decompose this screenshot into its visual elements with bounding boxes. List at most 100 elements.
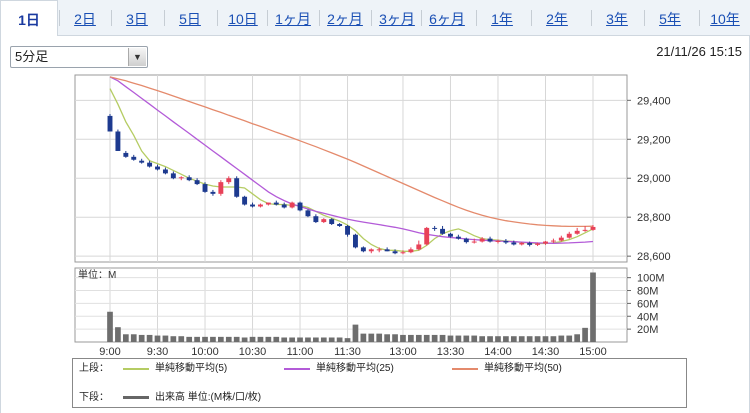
volume-tick-label: 40M (637, 311, 658, 323)
volume-bar (297, 337, 303, 342)
candle-body (582, 229, 588, 231)
volume-bar (542, 336, 549, 342)
volume-bar (384, 334, 390, 342)
volume-bar (415, 334, 422, 342)
legend-swatch-sma5 (123, 368, 149, 370)
tab-separator (476, 10, 477, 26)
legend-lower-title: 下段： (79, 392, 109, 403)
tab-1[interactable]: 2日 (74, 11, 96, 27)
volume-bar (138, 334, 145, 342)
candle-body (392, 251, 398, 254)
tab-separator (164, 10, 165, 26)
candle-body (313, 216, 319, 223)
candle-body (155, 166, 160, 170)
volume-bar (447, 335, 454, 342)
sma-line-1 (109, 76, 594, 244)
volume-bar (360, 333, 367, 342)
candle-body (115, 131, 121, 151)
candle-body (234, 178, 240, 197)
candle-body (131, 156, 137, 160)
volume-bar (558, 335, 565, 342)
legend-swatch-sma25 (284, 368, 310, 370)
tab-separator (267, 10, 268, 26)
volume-bar (503, 336, 509, 342)
tab-separator (531, 10, 532, 26)
volume-bar (392, 334, 398, 342)
tab-separator (319, 10, 320, 26)
tab-13[interactable]: 10年 (710, 11, 740, 27)
volume-bar (218, 336, 224, 342)
legend-swatch-sma50 (452, 368, 478, 370)
dropdown-arrow-icon[interactable]: ▼ (128, 48, 146, 66)
x-tick-label: 9:00 (99, 346, 120, 358)
candle-body (107, 115, 113, 132)
x-tick-label: 11:00 (287, 346, 314, 358)
candle-body (503, 240, 509, 243)
legend-label-volume: 出来高 単位:(M株/口/枚) (155, 392, 262, 403)
tab-3[interactable]: 5日 (179, 11, 201, 27)
volume-bar (376, 333, 383, 342)
tab-separator (111, 10, 112, 26)
volume-bar (336, 337, 343, 342)
legend: 上段： 単純移動平均(5) 単純移動平均(25) 単純移動平均(50) 下段： … (72, 358, 687, 408)
volume-bar (487, 336, 493, 342)
candle-body (139, 160, 145, 163)
candle-body (448, 233, 453, 237)
candle-body (147, 162, 153, 167)
candle-body (440, 228, 446, 234)
tab-10[interactable]: 2年 (546, 11, 568, 27)
volume-tick-label: 20M (637, 324, 658, 336)
volume-bar (186, 336, 193, 342)
volume-bar (225, 336, 232, 342)
volume-bar (241, 337, 248, 342)
volume-bar (439, 334, 446, 342)
volume-bar (526, 336, 533, 342)
tab-7[interactable]: 3ヶ月 (379, 11, 415, 27)
candle-body (202, 184, 208, 192)
tab-separator (699, 10, 700, 26)
volume-plot-frame (74, 267, 628, 343)
tab-9[interactable]: 1年 (491, 11, 513, 27)
candle-body (566, 233, 572, 238)
tab-separator (371, 10, 372, 26)
volume-bar (194, 336, 200, 342)
volume-bar (289, 337, 295, 342)
candle-body (416, 244, 422, 250)
tab-8[interactable]: 6ヶ月 (429, 11, 465, 27)
volume-bar (249, 336, 256, 342)
candle-body (590, 226, 596, 230)
tab-2[interactable]: 3日 (126, 11, 148, 27)
volume-bar (550, 336, 557, 342)
interval-select[interactable]: 5分足 ▼ (10, 46, 148, 68)
x-tick-label: 10:30 (239, 346, 267, 358)
candle-body (376, 249, 382, 251)
candle-body (511, 242, 517, 245)
tab-6[interactable]: 2ヶ月 (327, 11, 363, 27)
legend-upper-title: 上段： (79, 363, 109, 374)
candle-body (321, 219, 327, 223)
candle-body (558, 237, 564, 241)
x-tick-label: 11:30 (334, 346, 361, 358)
tab-separator (591, 10, 592, 26)
candle-body (329, 219, 335, 225)
tab-12[interactable]: 5年 (659, 11, 681, 27)
volume-bar (400, 334, 406, 342)
candle-body (250, 204, 255, 207)
x-tick-label: 13:30 (437, 346, 465, 358)
tab-11[interactable]: 3年 (606, 11, 628, 27)
tab-4[interactable]: 10日 (228, 11, 258, 27)
candle-body (550, 240, 556, 242)
volume-bar (534, 336, 541, 342)
legend-label-sma50: 単純移動平均(50) (484, 363, 562, 374)
tab-5[interactable]: 1ヶ月 (275, 11, 311, 27)
volume-bar (328, 337, 335, 342)
candle-body (384, 249, 390, 252)
candle-body (463, 238, 469, 243)
tab-separator (644, 10, 645, 26)
volume-tick-label: 100M (637, 273, 665, 285)
tab-0[interactable]: 1日 (0, 0, 58, 36)
candle-body (273, 202, 279, 205)
volume-bar (582, 327, 588, 342)
x-tick-label: 14:00 (484, 346, 512, 358)
candle-body (242, 196, 248, 205)
